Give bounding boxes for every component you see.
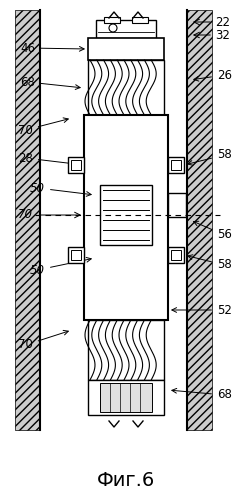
Bar <box>88 320 164 380</box>
Bar <box>88 38 164 60</box>
Text: 70: 70 <box>18 209 33 222</box>
Bar <box>100 383 152 412</box>
Text: 58: 58 <box>188 149 232 165</box>
Text: 26: 26 <box>194 68 232 81</box>
Bar <box>68 247 84 263</box>
Bar <box>84 115 168 320</box>
Bar <box>96 20 156 38</box>
Text: 52: 52 <box>172 303 232 316</box>
Bar <box>132 17 148 23</box>
Text: 68: 68 <box>172 388 232 402</box>
Bar <box>168 193 186 217</box>
Text: 68: 68 <box>20 75 80 89</box>
Text: 70: 70 <box>18 330 68 351</box>
Bar <box>71 160 81 170</box>
Text: 46: 46 <box>20 41 84 54</box>
Bar <box>68 157 84 173</box>
Bar <box>88 380 164 415</box>
Circle shape <box>109 24 117 32</box>
Bar <box>171 250 181 260</box>
Text: 70: 70 <box>18 118 68 137</box>
Bar <box>168 247 184 263</box>
Text: 28: 28 <box>18 152 80 166</box>
Text: 56: 56 <box>194 221 232 242</box>
Text: Фиг.6: Фиг.6 <box>97 471 155 490</box>
Text: 58: 58 <box>188 255 232 271</box>
Bar <box>15 10 40 430</box>
Text: 50: 50 <box>30 257 91 276</box>
Bar <box>168 157 184 173</box>
Bar <box>71 250 81 260</box>
Bar <box>171 160 181 170</box>
Text: 22: 22 <box>215 15 230 28</box>
Bar <box>100 185 152 245</box>
Text: 32: 32 <box>215 28 230 41</box>
Bar <box>104 17 120 23</box>
Bar <box>187 10 212 430</box>
Text: 50: 50 <box>30 182 91 196</box>
Bar <box>88 60 164 115</box>
